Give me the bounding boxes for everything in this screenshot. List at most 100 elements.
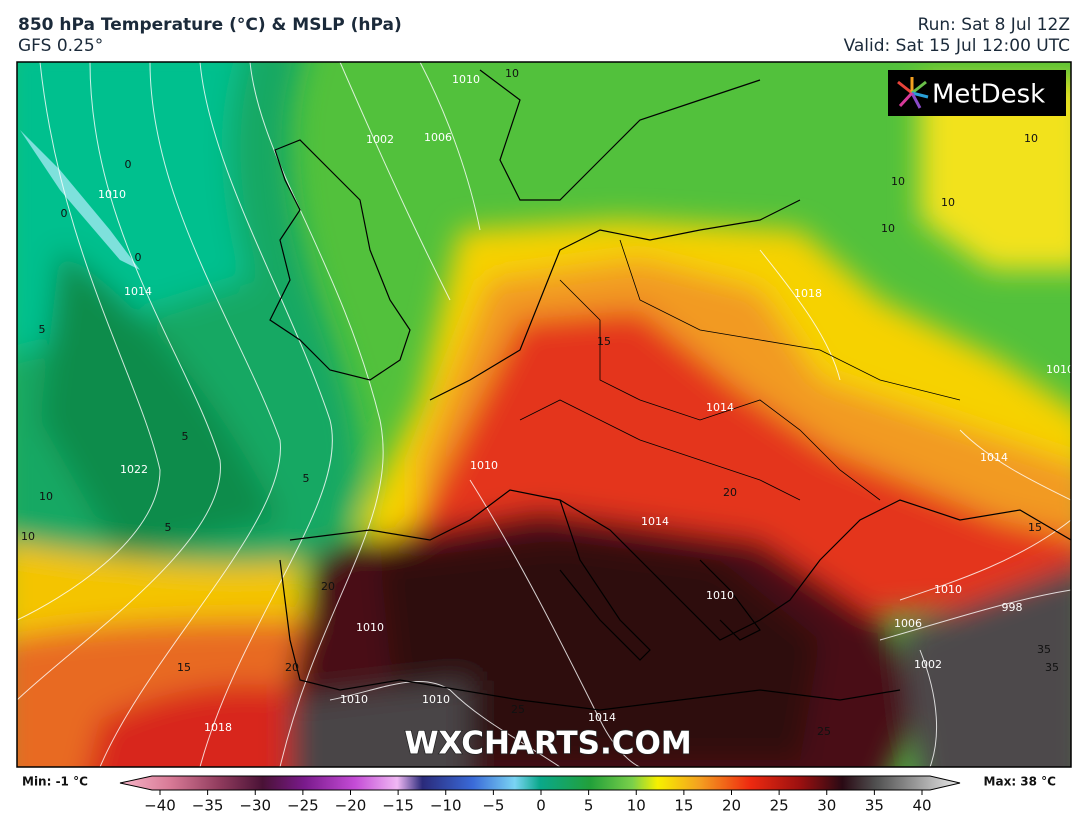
colorbar-body	[119, 775, 961, 791]
contour-label: 1014	[641, 515, 669, 528]
run: Run: Sat 8 Jul 12Z	[918, 15, 1070, 35]
coastline	[269, 139, 411, 381]
colorbar: −40 −35 −30 −25 −20 −15 −10 −5 0 5 10 15 20 25 30 35 40	[119, 775, 961, 815]
contour-label: 10	[881, 222, 895, 235]
contour-label: 1018	[794, 287, 822, 300]
contour-label: 1010	[934, 583, 962, 596]
contour-label: 1010	[422, 693, 450, 706]
contour-label: 1010	[470, 459, 498, 472]
min-label: Min: -1 °C	[22, 775, 88, 789]
contour-label: 1014	[588, 711, 616, 724]
contour-label: 1006	[894, 617, 922, 630]
colorbar-tick-label: 40	[912, 797, 931, 815]
colorbar-tick-label: −15	[382, 797, 414, 815]
contour-label: 15	[177, 661, 191, 674]
field-yellow-ne	[920, 80, 1071, 270]
contour-label: 10	[891, 175, 905, 188]
max-label: Max: 38 °C	[984, 775, 1057, 789]
colorbar-tick-label: −20	[335, 797, 367, 815]
contour-label: 1002	[366, 133, 394, 146]
field-darkgreen	[40, 250, 280, 560]
isobar	[469, 479, 641, 767]
contour-label: 35	[1037, 643, 1051, 656]
isobar	[329, 680, 561, 767]
logo-icon	[897, 77, 929, 109]
borders	[519, 239, 961, 501]
contour-label: 10	[1024, 132, 1038, 145]
coastline	[479, 69, 761, 201]
contour-label: 10	[39, 490, 53, 503]
coastline	[289, 489, 1071, 641]
isobar	[899, 519, 1071, 601]
contour-label: 35	[1045, 661, 1059, 674]
contour-label: 1010	[98, 188, 126, 201]
border	[519, 399, 801, 501]
colorbar-tick-label: 20	[722, 797, 741, 815]
colorbar-tick-label: 25	[770, 797, 789, 815]
contour-label: 10	[941, 196, 955, 209]
isobar	[199, 62, 333, 767]
coastline	[559, 499, 651, 661]
colorbar-tick-label: 35	[865, 797, 884, 815]
contour-label: 5	[182, 430, 189, 443]
isobar	[419, 62, 481, 231]
contour-label: 1022	[120, 463, 148, 476]
coastline	[699, 559, 761, 641]
coastlines	[269, 69, 1071, 711]
map-frame	[16, 61, 1072, 768]
field-red-sw	[88, 684, 300, 767]
colorbar-tick-label: 5	[584, 797, 594, 815]
contour-label: 1018	[204, 721, 232, 734]
colorbar-tick-label: 0	[536, 797, 546, 815]
coastline	[429, 199, 801, 401]
contour-label: 998	[1002, 601, 1023, 614]
isobar	[17, 62, 161, 621]
contour-label: 10	[505, 67, 519, 80]
field-darkest	[380, 540, 820, 760]
colorbar-tick-label: −10	[430, 797, 462, 815]
model: GFS 0.25°	[18, 36, 103, 56]
isobar	[879, 589, 1071, 641]
title: 850 hPa Temperature (°C) & MSLP (hPa)	[18, 15, 402, 35]
coastline	[279, 559, 901, 711]
cold-pool	[20, 130, 140, 270]
colorbar-tick-label: −35	[192, 797, 224, 815]
colorbar-tick-label: 10	[627, 797, 646, 815]
watermark: WXCHARTS.COM	[404, 726, 691, 762]
contour-label: 1010	[356, 621, 384, 634]
colorbar-tick-label: −5	[482, 797, 504, 815]
contour-label: 1010	[1046, 363, 1074, 376]
isobar	[339, 62, 451, 301]
field-gray-se	[900, 567, 1071, 767]
contour-label: 25	[817, 725, 831, 738]
logo-ray	[911, 80, 927, 95]
logo-ray	[911, 91, 929, 99]
contour-label: 20	[723, 486, 737, 499]
contour-label: 0	[61, 207, 68, 220]
contour-label: 15	[1028, 521, 1042, 534]
contour-label: 20	[321, 580, 335, 593]
contour-label: 1002	[914, 658, 942, 671]
contour-label: 1014	[706, 401, 734, 414]
contour-label: 1006	[424, 131, 452, 144]
contour-label: 5	[303, 472, 310, 485]
contour-label: 0	[135, 251, 142, 264]
valid: Valid: Sat 15 Jul 12:00 UTC	[844, 36, 1070, 56]
contour-label: 10	[21, 530, 35, 543]
contour-label: 1014	[124, 285, 152, 298]
colorbar-tick-label: 30	[817, 797, 836, 815]
contour-label: 0	[125, 158, 132, 171]
contour-label: 5	[165, 521, 172, 534]
contour-label: 1010	[452, 73, 480, 86]
border	[619, 239, 961, 401]
logo-ray	[897, 80, 913, 95]
colorbar-tick-label: −30	[239, 797, 271, 815]
isobar	[759, 249, 841, 381]
contour-label: 5	[39, 323, 46, 336]
isobar	[99, 62, 281, 767]
contour-label: 1010	[340, 693, 368, 706]
isobar	[919, 649, 938, 767]
field-gray-sw	[290, 680, 470, 767]
